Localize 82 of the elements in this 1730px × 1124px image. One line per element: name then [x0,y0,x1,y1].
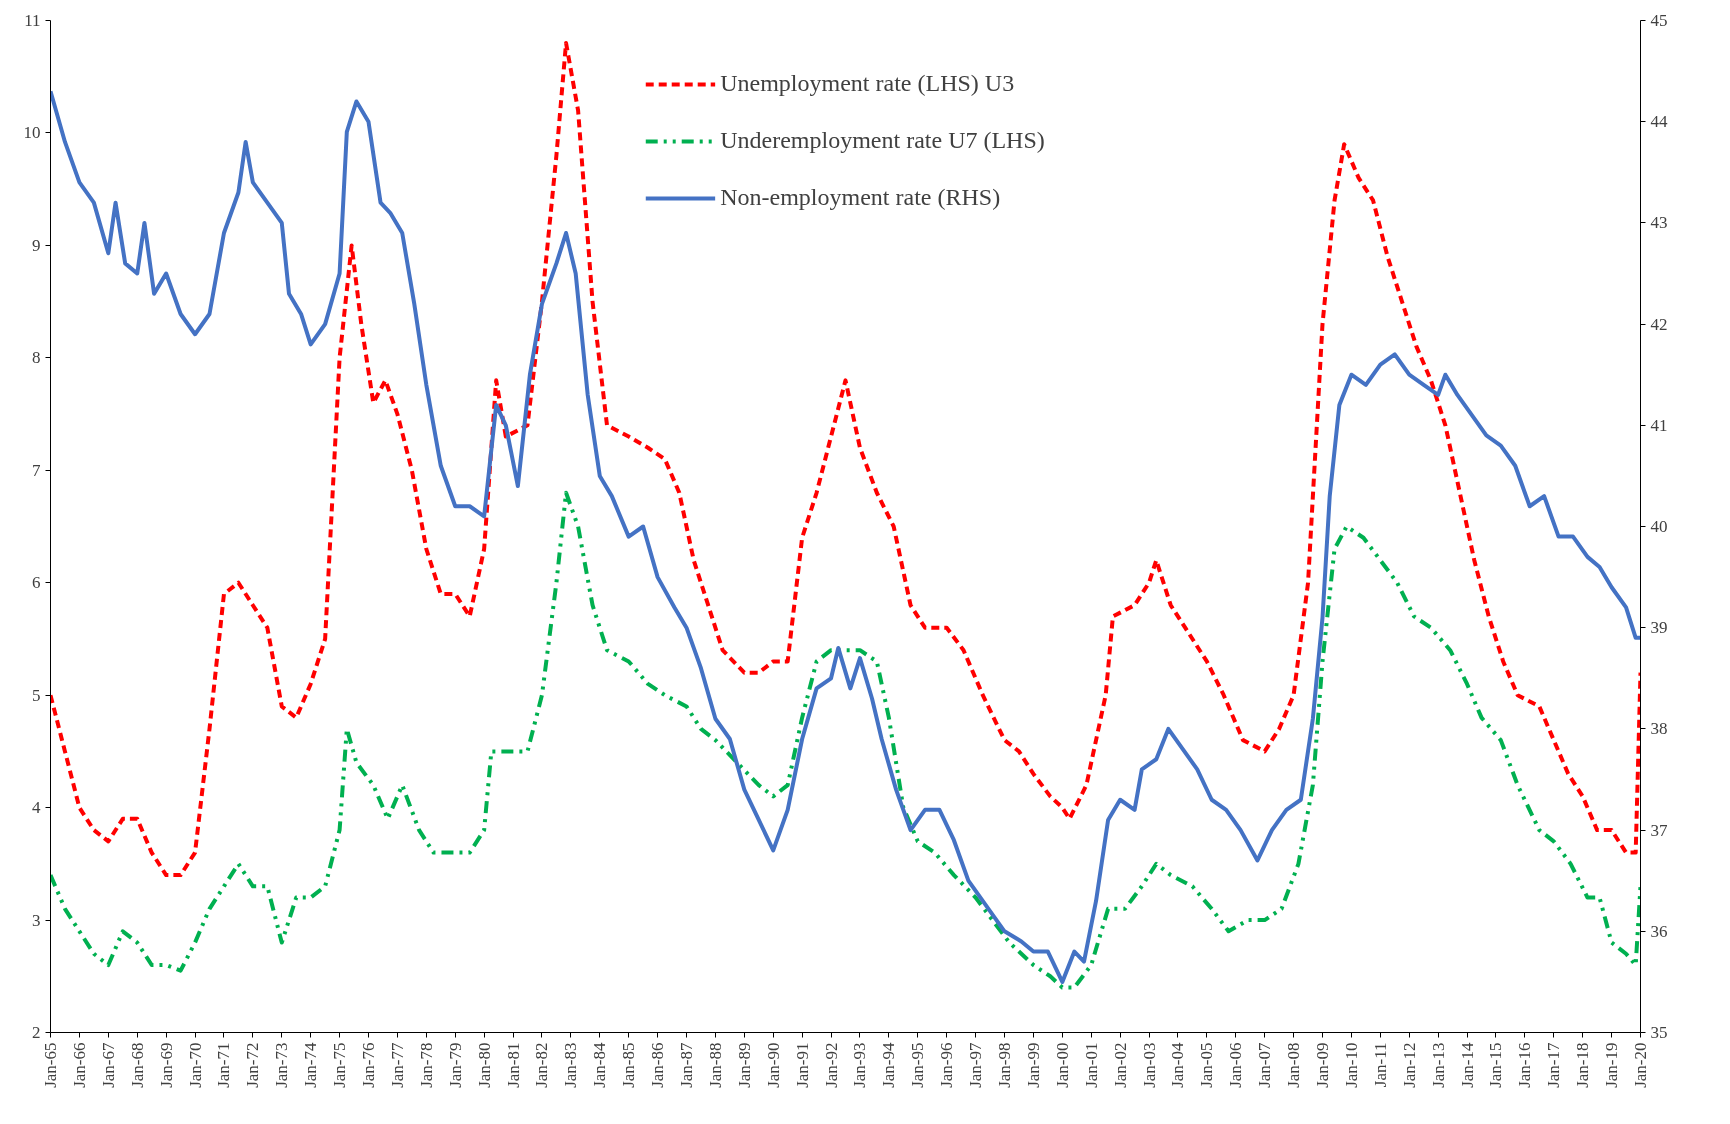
x-tick-label: Jan-84 [590,1042,610,1088]
y2-tick-label: 37 [1650,820,1668,840]
x-tick-label: Jan-66 [69,1042,89,1088]
x-tick-label: Jan-65 [41,1042,60,1088]
y2-tick-label: 43 [1650,213,1668,233]
x-tick-label: Jan-16 [1515,1042,1535,1088]
x-tick-label: Jan-95 [908,1042,928,1088]
y2-tick-label: 42 [1650,314,1668,334]
x-tick-label: Jan-09 [1313,1042,1332,1088]
x-tick-label: Jan-94 [879,1042,899,1088]
x-tick-label: Jan-03 [1139,1042,1159,1088]
y2-tick-label: 39 [1650,618,1668,638]
x-tick-label: Jan-70 [185,1042,205,1088]
x-tick-label: Jan-98 [995,1042,1014,1088]
x-tick-label: Jan-69 [156,1042,176,1088]
y-tick-label: 2 [32,1023,41,1042]
x-tick-label: Jan-83 [561,1042,581,1088]
y2-tick-label: 41 [1650,415,1668,435]
x-tick-label: Jan-68 [127,1042,147,1088]
x-tick-label: Jan-78 [416,1042,436,1088]
x-tick-label: Jan-67 [98,1042,118,1088]
x-tick-label: Jan-06 [1226,1042,1246,1088]
x-tick-label: Jan-05 [1197,1042,1217,1088]
y-tick-label: 7 [32,460,41,480]
y2-tick-label: 45 [1650,11,1668,30]
y-tick-label: 6 [32,573,41,593]
x-tick-label: Jan-17 [1544,1042,1564,1088]
y-tick-label: 5 [32,685,41,705]
x-tick-label: Jan-74 [301,1042,321,1088]
x-tick-label: Jan-91 [792,1042,812,1088]
x-tick-label: Jan-96 [937,1042,957,1088]
x-tick-label: Jan-80 [474,1042,494,1088]
x-tick-label: Jan-01 [1081,1042,1101,1088]
y2-tick-label: 44 [1650,112,1668,132]
x-tick-label: Jan-08 [1284,1042,1304,1088]
legend-label: Non-employment rate (RHS) [720,184,1001,211]
x-tick-label: Jan-86 [648,1042,668,1088]
y-tick-label: 11 [24,11,41,30]
x-tick-label: Jan-85 [619,1042,639,1088]
y2-tick-label: 35 [1650,1023,1668,1042]
x-tick-label: Jan-90 [763,1042,783,1088]
x-tick-label: Jan-76 [359,1042,378,1088]
line-series [50,40,1641,878]
y-tick-label: 10 [23,123,41,143]
x-tick-label: Jan-97 [966,1042,986,1088]
y-tick-label: 3 [32,910,41,930]
x-tick-label: Jan-75 [330,1042,350,1088]
y2-tick-label: 38 [1650,719,1668,739]
y-tick-label: 8 [32,348,41,368]
x-tick-label: Jan-12 [1399,1042,1419,1088]
x-tick-label: Jan-79 [445,1042,465,1088]
x-tick-label: Jan-99 [1023,1042,1043,1088]
x-tick-label: Jan-00 [1052,1042,1072,1088]
x-tick-label: Jan-13 [1428,1042,1448,1088]
y2-tick-label: 36 [1650,921,1668,941]
x-tick-label: Jan-07 [1255,1042,1275,1088]
y-tick-label: 4 [32,798,41,818]
x-tick-label: Jan-19 [1602,1042,1622,1088]
x-tick-label: Jan-77 [387,1042,407,1088]
x-tick-label: Jan-04 [1168,1042,1188,1088]
x-tick-label: Jan-10 [1341,1042,1361,1088]
x-tick-label: Jan-82 [532,1042,552,1088]
x-tick-label: Jan-14 [1457,1042,1477,1088]
legend-label: Unemployment rate (LHS) U3 [720,70,1015,97]
x-tick-label: Jan-20 [1631,1042,1650,1088]
x-tick-label: Jan-81 [503,1042,523,1088]
x-tick-label: Jan-02 [1110,1042,1130,1088]
y2-tick-label: 40 [1650,517,1668,536]
x-tick-label: Jan-88 [705,1042,725,1088]
x-tick-label: Jan-87 [677,1042,696,1088]
x-tick-label: Jan-93 [850,1042,870,1088]
x-tick-label: Jan-71 [214,1042,234,1088]
y-tick-label: 9 [32,235,41,255]
x-tick-label: Jan-89 [734,1042,754,1088]
x-tick-label: Jan-15 [1486,1042,1506,1088]
legend-label: Underemployment rate U7 (LHS) [720,127,1045,154]
x-tick-label: Jan-11 [1370,1042,1390,1088]
line-series [50,490,1641,990]
x-tick-label: Jan-72 [243,1042,263,1088]
x-tick-label: Jan-18 [1573,1042,1593,1088]
x-tick-label: Jan-92 [821,1042,841,1088]
x-tick-label: Jan-73 [272,1042,292,1088]
